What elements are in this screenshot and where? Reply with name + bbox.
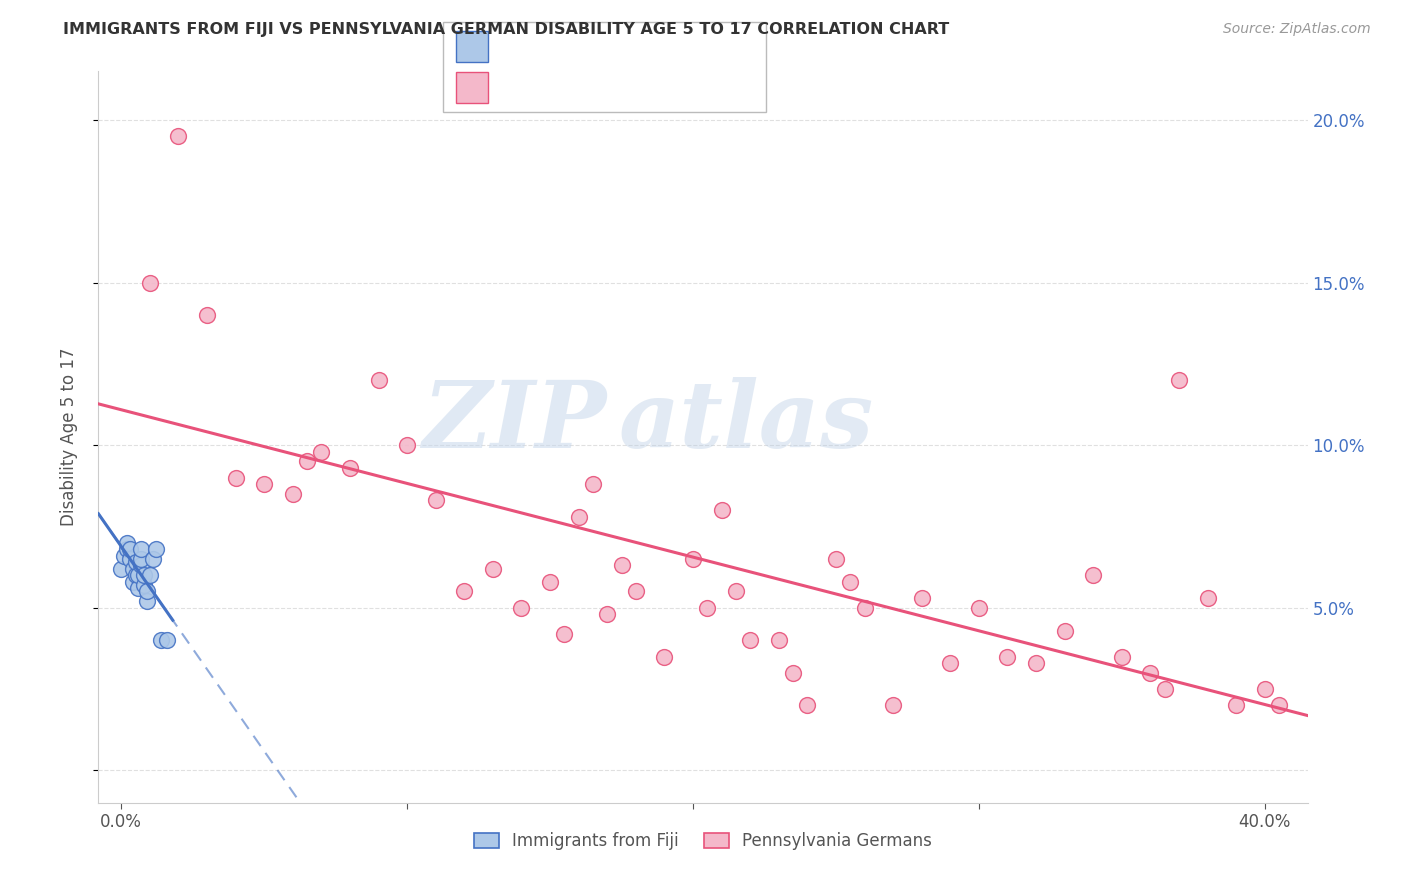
- Point: [796, 698, 818, 713]
- Point: [782, 665, 804, 680]
- Point: [118, 552, 141, 566]
- Text: atlas: atlas: [619, 377, 873, 467]
- Point: [112, 549, 135, 563]
- Point: [1053, 624, 1076, 638]
- Point: [654, 649, 676, 664]
- FancyBboxPatch shape: [456, 72, 488, 103]
- Point: [682, 552, 704, 566]
- Point: [139, 568, 162, 582]
- FancyBboxPatch shape: [443, 22, 766, 112]
- Point: [997, 649, 1019, 664]
- Point: [1254, 681, 1277, 696]
- Point: [967, 600, 990, 615]
- Point: [121, 574, 143, 589]
- Point: [1197, 591, 1219, 605]
- Point: [281, 487, 304, 501]
- Point: [129, 542, 152, 557]
- Point: [1225, 698, 1247, 713]
- Text: 0.154: 0.154: [550, 37, 606, 55]
- Point: [553, 626, 575, 640]
- Point: [367, 373, 389, 387]
- Point: [134, 568, 156, 582]
- Point: [825, 552, 848, 566]
- Point: [339, 461, 361, 475]
- Point: [124, 568, 146, 582]
- Point: [768, 633, 790, 648]
- Point: [115, 535, 138, 549]
- Point: [1111, 649, 1133, 664]
- Point: [911, 591, 934, 605]
- Point: [568, 509, 591, 524]
- Point: [195, 308, 218, 322]
- Point: [696, 600, 718, 615]
- Point: [110, 562, 132, 576]
- Point: [1083, 568, 1105, 582]
- Point: [118, 542, 141, 557]
- Point: [129, 558, 152, 573]
- Point: [724, 584, 747, 599]
- Point: [142, 552, 165, 566]
- Point: [167, 129, 190, 144]
- Point: [121, 562, 143, 576]
- Point: [596, 607, 619, 622]
- Point: [396, 438, 419, 452]
- Point: [127, 568, 149, 582]
- Text: N = 50: N = 50: [621, 78, 689, 96]
- Point: [139, 276, 162, 290]
- Point: [710, 503, 733, 517]
- Point: [1153, 681, 1175, 696]
- Text: -0.299: -0.299: [550, 78, 614, 96]
- Point: [610, 558, 633, 573]
- Point: [136, 584, 159, 599]
- Point: [453, 584, 475, 599]
- Point: [582, 477, 605, 491]
- Text: ZIP: ZIP: [422, 377, 606, 467]
- Point: [482, 562, 505, 576]
- Text: N = 24: N = 24: [621, 37, 689, 55]
- Point: [311, 444, 333, 458]
- Point: [127, 581, 149, 595]
- Point: [225, 471, 247, 485]
- Point: [882, 698, 904, 713]
- Point: [253, 477, 276, 491]
- Y-axis label: Disability Age 5 to 17: Disability Age 5 to 17: [59, 348, 77, 526]
- Point: [1139, 665, 1161, 680]
- Point: [839, 574, 862, 589]
- Point: [510, 600, 533, 615]
- Point: [740, 633, 762, 648]
- Point: [124, 555, 146, 569]
- Legend: Immigrants from Fiji, Pennsylvania Germans: Immigrants from Fiji, Pennsylvania Germa…: [467, 825, 939, 856]
- Point: [939, 656, 962, 670]
- Point: [136, 594, 159, 608]
- Point: [115, 542, 138, 557]
- Point: [145, 542, 167, 557]
- Point: [295, 454, 318, 468]
- Text: IMMIGRANTS FROM FIJI VS PENNSYLVANIA GERMAN DISABILITY AGE 5 TO 17 CORRELATION C: IMMIGRANTS FROM FIJI VS PENNSYLVANIA GER…: [63, 22, 949, 37]
- Point: [1168, 373, 1191, 387]
- Text: R =: R =: [498, 37, 531, 55]
- Point: [150, 633, 173, 648]
- Point: [538, 574, 561, 589]
- FancyBboxPatch shape: [456, 31, 488, 62]
- Point: [129, 552, 152, 566]
- Point: [1268, 698, 1291, 713]
- Point: [624, 584, 647, 599]
- Text: Source: ZipAtlas.com: Source: ZipAtlas.com: [1223, 22, 1371, 37]
- Text: R =: R =: [498, 78, 531, 96]
- Point: [156, 633, 179, 648]
- Point: [425, 493, 447, 508]
- Point: [853, 600, 876, 615]
- Point: [134, 578, 156, 592]
- Point: [1025, 656, 1047, 670]
